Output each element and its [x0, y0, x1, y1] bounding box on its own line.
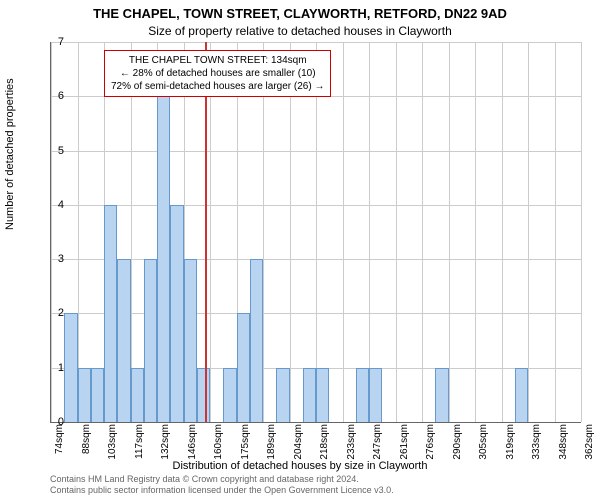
- xtick-label: 247sqm: [372, 424, 383, 460]
- xtick-label: 348sqm: [558, 424, 569, 460]
- annotation-line-3: 72% of semi-detached houses are larger (…: [111, 80, 324, 93]
- ytick-label: 6: [34, 90, 64, 102]
- gridline-v: [290, 42, 291, 422]
- xtick-label: 204sqm: [293, 424, 304, 460]
- xtick-label: 117sqm: [134, 424, 145, 459]
- histogram-bar: [78, 368, 91, 422]
- gridline-v: [528, 42, 529, 422]
- chart-title: THE CHAPEL, TOWN STREET, CLAYWORTH, RETF…: [0, 6, 600, 21]
- ytick-label: 4: [34, 199, 64, 211]
- chart-container: THE CHAPEL, TOWN STREET, CLAYWORTH, RETF…: [0, 0, 600, 500]
- gridline-v: [449, 42, 450, 422]
- histogram-bar: [303, 368, 316, 422]
- gridline-v: [78, 42, 79, 422]
- gridline-v: [502, 42, 503, 422]
- histogram-bar: [369, 368, 382, 422]
- gridline-v: [343, 42, 344, 422]
- histogram-bar: [250, 259, 263, 422]
- xtick-label: 333sqm: [531, 424, 542, 460]
- histogram-bar: [356, 368, 369, 422]
- xtick-label: 88sqm: [81, 424, 92, 454]
- xtick-label: 362sqm: [584, 424, 595, 460]
- histogram-bar: [144, 259, 157, 422]
- xtick-label: 261sqm: [399, 424, 410, 460]
- annotation-box: THE CHAPEL TOWN STREET: 134sqm← 28% of d…: [104, 50, 331, 97]
- ytick-label: 3: [34, 253, 64, 265]
- ytick-label: 1: [34, 362, 64, 374]
- gridline-v: [555, 42, 556, 422]
- histogram-bar: [157, 96, 170, 422]
- histogram-bar: [104, 205, 117, 422]
- gridline-v: [396, 42, 397, 422]
- credits-line-2: Contains public sector information licen…: [50, 485, 394, 496]
- histogram-bar: [170, 205, 183, 422]
- histogram-bar: [91, 368, 104, 422]
- annotation-line-1: THE CHAPEL TOWN STREET: 134sqm: [111, 54, 324, 67]
- histogram-bar: [237, 313, 250, 422]
- histogram-bar: [117, 259, 130, 422]
- gridline-v: [422, 42, 423, 422]
- gridline-v: [369, 42, 370, 422]
- ytick-label: 2: [34, 307, 64, 319]
- histogram-bar: [184, 259, 197, 422]
- xtick-label: 189sqm: [266, 424, 277, 460]
- histogram-bar: [223, 368, 236, 422]
- x-axis-label: Distribution of detached houses by size …: [0, 460, 600, 472]
- gridline-v: [475, 42, 476, 422]
- plot-area: THE CHAPEL TOWN STREET: 134sqm← 28% of d…: [50, 42, 581, 423]
- gridline-v: [210, 42, 211, 422]
- xtick-label: 146sqm: [187, 424, 198, 460]
- gridline-v: [131, 42, 132, 422]
- xtick-label: 276sqm: [425, 424, 436, 460]
- xtick-label: 103sqm: [107, 424, 118, 460]
- xtick-label: 74sqm: [54, 424, 65, 454]
- annotation-line-2: ← 28% of detached houses are smaller (10…: [111, 67, 324, 80]
- gridline-v: [263, 42, 264, 422]
- histogram-bar: [276, 368, 289, 422]
- xtick-label: 233sqm: [346, 424, 357, 460]
- histogram-bar: [64, 313, 77, 422]
- histogram-bar: [435, 368, 448, 422]
- histogram-bar: [197, 368, 210, 422]
- ytick-label: 5: [34, 145, 64, 157]
- xtick-label: 218sqm: [319, 424, 330, 460]
- xtick-label: 305sqm: [478, 424, 489, 460]
- histogram-bar: [316, 368, 329, 422]
- credits-line-1: Contains HM Land Registry data © Crown c…: [50, 474, 394, 485]
- xtick-label: 290sqm: [452, 424, 463, 460]
- gridline-v: [316, 42, 317, 422]
- xtick-label: 132sqm: [160, 424, 171, 460]
- gridline-v: [581, 42, 582, 422]
- ytick-label: 7: [34, 36, 64, 48]
- chart-subtitle: Size of property relative to detached ho…: [0, 24, 600, 38]
- property-marker-line: [205, 42, 207, 422]
- credits: Contains HM Land Registry data © Crown c…: [50, 474, 394, 496]
- y-axis-label: Number of detached properties: [4, 78, 16, 230]
- histogram-bar: [515, 368, 528, 422]
- xtick-label: 319sqm: [505, 424, 516, 460]
- xtick-label: 160sqm: [213, 424, 224, 460]
- xtick-label: 175sqm: [240, 424, 251, 460]
- histogram-bar: [131, 368, 144, 422]
